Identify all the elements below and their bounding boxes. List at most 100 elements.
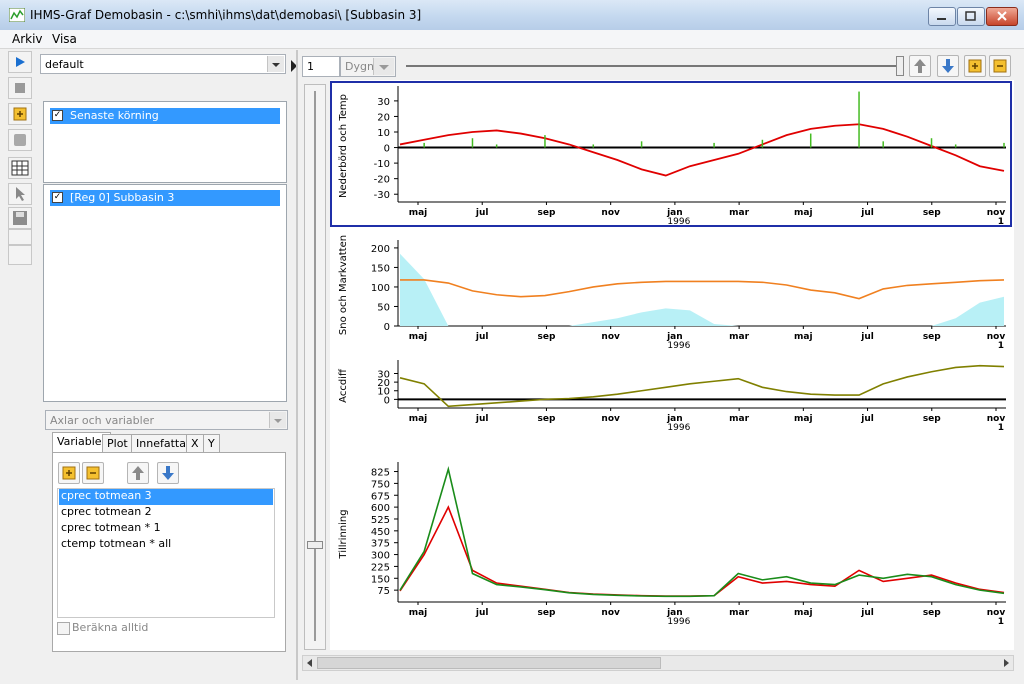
minus-icon [86,466,100,480]
x-tick-label: jul [860,414,874,424]
zoom-out-button[interactable] [989,55,1011,77]
y-tick-label: 675 [371,491,390,502]
x-tick-label: jul [860,332,874,342]
series-line-temp [399,123,1005,177]
tab-innefatta[interactable]: Innefatta [131,434,191,452]
splitter[interactable] [296,50,298,680]
close-icon [997,11,1007,21]
list-item[interactable]: ctemp totmean * all [61,537,172,550]
y-tick-label: -30 [374,190,390,201]
axes-combo-value: Axlar och variabler [50,414,154,427]
move-down-button[interactable] [157,462,179,484]
y-tick-label: 150 [371,263,390,274]
x-tick-label: maj [409,208,428,218]
tab-x[interactable]: X [186,434,204,452]
square-icon [14,134,26,146]
series-line-accdiff [399,364,1005,408]
y-tick-label: 75 [377,586,390,597]
play-button[interactable] [8,51,32,73]
time-slider-thumb[interactable] [896,56,904,76]
config-combo[interactable]: default [40,54,286,74]
remove-variable-button[interactable] [82,462,104,484]
x-tick-label: jan [666,332,683,342]
scroll-left-icon[interactable] [305,658,315,668]
step-input[interactable]: 1 [302,56,340,77]
tab-y[interactable]: Y [203,434,220,452]
y-tick-label: 150 [371,574,390,585]
x-tick-label: jul [475,332,489,342]
tab-plot[interactable]: Plot [102,434,133,452]
move-up-button[interactable] [127,462,149,484]
menu-arkiv[interactable]: Arkiv [12,32,43,46]
chart-panel-0: Nederbörd och Temp 30 20 10 0 -10 -20 -30 maj jul… [330,81,1012,227]
arrow-up-icon [132,466,144,480]
variable-list [57,488,275,618]
x-tick-label: jan [666,414,683,424]
horizontal-scrollbar[interactable] [302,655,1014,671]
y-tick-label: -10 [374,159,390,170]
y-tick-label: -20 [374,175,390,186]
x-tick-label: mar [729,414,749,424]
y-tick-label: 0 [384,322,390,333]
list-item[interactable]: cprec totmean 2 [61,505,152,518]
x-tick-label: jul [475,414,489,424]
y-tick-label: 825 [371,468,390,479]
x-tick-label: sep [537,208,555,218]
x-tick-label: maj [409,608,428,618]
maximize-button[interactable] [957,7,985,26]
year-label: 1996 [667,341,690,351]
x-tick-label: jul [475,608,489,618]
y-axis-label: Accdiff [338,368,349,403]
scroll-up-button[interactable] [909,55,931,77]
chevron-down-icon [269,412,286,428]
table-button[interactable] [8,157,32,179]
vertical-slider-thumb[interactable] [307,541,323,549]
time-slider-track[interactable] [406,65,898,67]
stop-button[interactable] [8,77,32,99]
vertical-slider-track [314,91,316,641]
minimize-button[interactable] [928,7,956,26]
scroll-down-button[interactable] [937,55,959,77]
chart-panel-1: Sno och Markvatten 200 150 100 50 0 maj jul sep n… [338,235,1006,351]
y-tick-label: 0 [384,395,390,406]
y-axis-label: Sno och Markvatten [338,235,349,335]
menu-visa[interactable]: Visa [52,32,77,46]
x-tick-label: nov [601,608,620,618]
series-line-obs [399,466,1005,598]
chevron-down-icon [267,56,284,72]
y-tick-label: 225 [371,562,390,573]
tab-variabler[interactable]: Variabler [52,432,112,452]
cursor-icon [16,187,25,201]
chart-panel-3: Tillrinning 82575067560052545037530022515… [338,462,1006,627]
vertical-zoom-slider[interactable] [304,84,326,650]
small-tool-button[interactable] [8,229,32,245]
list-item[interactable]: ✓ [Reg 0] Subbasin 3 [50,190,280,206]
checkbox-checked-icon[interactable]: ✓ [52,192,63,203]
list-item[interactable]: cprec totmean 3 [59,489,273,505]
list-item[interactable]: cprec totmean * 1 [61,521,161,534]
always-calc-checkbox[interactable] [57,622,70,635]
small-tool-button-2[interactable] [8,245,32,265]
checkbox-checked-icon[interactable]: ✓ [52,110,63,121]
add-variable-button[interactable] [58,462,80,484]
y-tick-label: 450 [371,527,390,538]
y-tick-label: 0 [384,144,390,155]
scrollbar-thumb[interactable] [317,657,661,669]
x-tick-label: maj [409,414,428,424]
zoom-in-button[interactable] [964,55,986,77]
save-button[interactable] [8,207,32,229]
maximize-icon [965,11,976,21]
list-item-label: Senaste körning [70,109,159,122]
unit-combo[interactable]: Dygn [340,56,396,77]
scroll-right-icon[interactable] [1001,658,1011,668]
add-button[interactable] [8,103,32,125]
cursor-button[interactable] [8,183,32,205]
x-tick-label: jul [860,208,874,218]
x-tick-label: jul [860,608,874,618]
list-item[interactable]: ✓ Senaste körning [50,108,280,124]
x-tick-label: mar [729,208,749,218]
gray-square-button[interactable] [8,129,32,151]
close-button[interactable] [986,7,1018,26]
axes-combo[interactable]: Axlar och variabler [45,410,288,430]
splitter-arrow-icon[interactable] [290,58,298,76]
